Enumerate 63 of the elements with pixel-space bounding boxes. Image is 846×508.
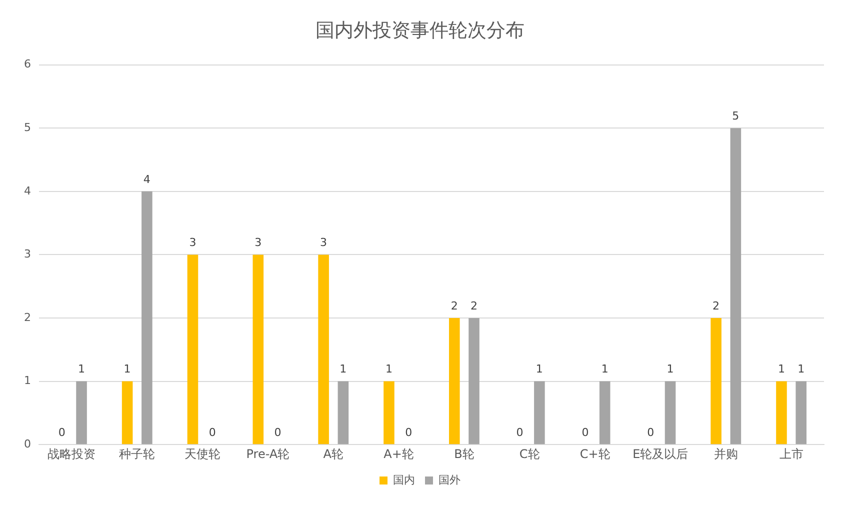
data-label: 0 — [647, 426, 654, 439]
x-tick-label: 并购 — [714, 446, 738, 461]
y-tick-label: 5 — [24, 120, 31, 134]
bar — [664, 381, 676, 444]
data-label: 1 — [601, 362, 608, 376]
bar — [534, 381, 545, 444]
bar — [796, 381, 806, 444]
data-label: 3 — [254, 236, 262, 250]
legend-label: 国外 — [438, 473, 460, 486]
x-tick-label: Pre-A轮 — [246, 446, 290, 461]
y-tick-label: 6 — [24, 58, 31, 71]
data-label: 5 — [732, 109, 740, 122]
y-tick-label: 4 — [24, 184, 31, 198]
data-label: 0 — [208, 426, 216, 439]
data-label: 0 — [405, 426, 412, 439]
bar — [710, 318, 722, 444]
x-tick-label: B轮 — [454, 446, 474, 461]
data-label: 1 — [536, 362, 543, 376]
data-label: 1 — [778, 362, 785, 376]
data-label: 3 — [189, 236, 196, 250]
data-label: 0 — [582, 426, 589, 439]
x-tick-label: A轮 — [323, 446, 344, 461]
data-label: 2 — [470, 299, 478, 312]
x-tick-label: E轮及以后 — [632, 446, 688, 461]
data-label: 1 — [666, 362, 674, 376]
bar — [599, 381, 610, 444]
bar — [730, 128, 742, 444]
data-label: 0 — [58, 426, 66, 439]
x-tick-label: 战略投资 — [48, 446, 96, 461]
chart-title: 国内外投资事件轮次分布 — [316, 19, 524, 42]
y-tick-label: 3 — [24, 248, 31, 261]
bar — [76, 381, 87, 444]
bar — [318, 254, 329, 444]
data-label: 4 — [143, 172, 150, 186]
data-label: 1 — [124, 362, 131, 376]
data-label: 2 — [712, 299, 720, 312]
bar — [252, 254, 264, 444]
legend-label: 国内 — [393, 473, 415, 486]
x-tick-label: 上市 — [779, 446, 804, 461]
x-tick-label: C轮 — [519, 446, 540, 461]
y-tick-label: 1 — [24, 374, 31, 388]
data-label: 1 — [385, 362, 392, 376]
data-label: 1 — [78, 362, 86, 376]
data-label: 1 — [340, 362, 347, 376]
bar — [776, 381, 787, 444]
x-tick-label: A+轮 — [384, 446, 414, 461]
x-tick-label: 种子轮 — [119, 446, 156, 461]
y-tick-label: 0 — [24, 437, 31, 450]
data-label: 3 — [320, 236, 328, 250]
data-label: 0 — [274, 426, 282, 439]
x-tick-label: C+轮 — [580, 446, 610, 461]
data-label: 2 — [450, 299, 458, 312]
x-tick-label: 天使轮 — [184, 446, 221, 461]
bar — [338, 381, 349, 444]
data-label: 0 — [516, 426, 524, 439]
bar — [142, 191, 152, 444]
bar — [449, 318, 460, 444]
bar — [384, 381, 394, 444]
bar — [468, 318, 480, 444]
y-tick-label: 2 — [24, 310, 31, 324]
data-label: 1 — [798, 362, 805, 376]
bar — [187, 254, 198, 444]
bar — [122, 381, 133, 444]
